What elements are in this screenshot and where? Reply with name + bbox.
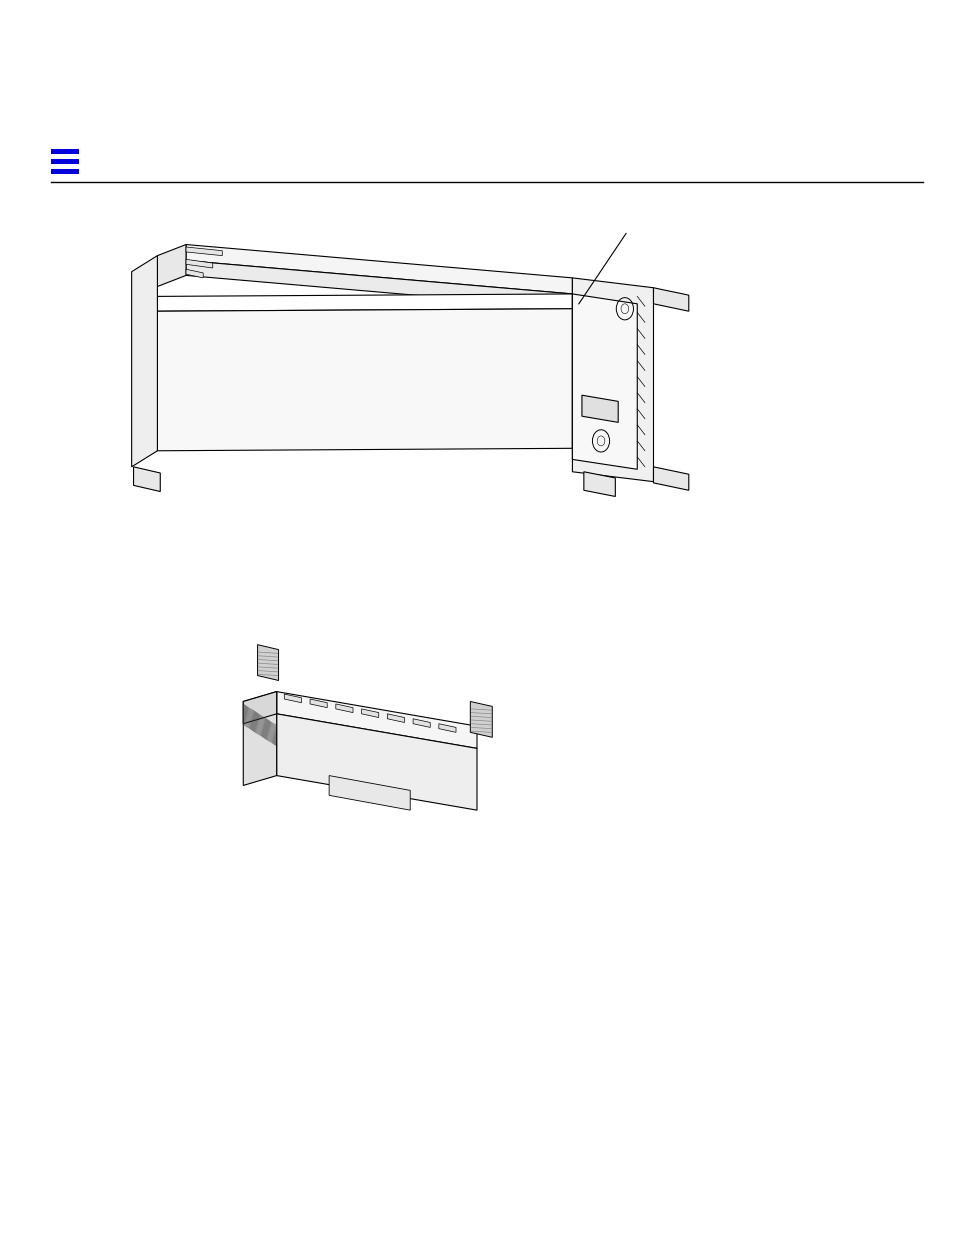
Polygon shape bbox=[243, 692, 276, 724]
Polygon shape bbox=[257, 645, 278, 680]
Polygon shape bbox=[572, 294, 637, 469]
Polygon shape bbox=[276, 692, 476, 748]
Polygon shape bbox=[572, 278, 653, 482]
FancyBboxPatch shape bbox=[51, 169, 79, 174]
Polygon shape bbox=[276, 714, 476, 810]
Polygon shape bbox=[157, 309, 572, 451]
Polygon shape bbox=[132, 256, 157, 467]
Polygon shape bbox=[583, 472, 615, 496]
Polygon shape bbox=[653, 467, 688, 490]
Polygon shape bbox=[186, 261, 572, 309]
Polygon shape bbox=[157, 245, 186, 287]
Polygon shape bbox=[581, 395, 618, 422]
Polygon shape bbox=[470, 701, 492, 737]
Polygon shape bbox=[361, 709, 378, 718]
Polygon shape bbox=[413, 719, 430, 727]
Polygon shape bbox=[438, 724, 456, 732]
Polygon shape bbox=[157, 294, 572, 311]
Polygon shape bbox=[329, 776, 410, 810]
Polygon shape bbox=[186, 269, 203, 278]
FancyBboxPatch shape bbox=[51, 159, 79, 164]
Polygon shape bbox=[387, 714, 404, 722]
Polygon shape bbox=[310, 699, 327, 708]
Polygon shape bbox=[186, 259, 213, 268]
Polygon shape bbox=[335, 704, 353, 713]
Polygon shape bbox=[133, 467, 160, 492]
FancyBboxPatch shape bbox=[51, 149, 79, 154]
Polygon shape bbox=[186, 245, 572, 294]
Polygon shape bbox=[653, 288, 688, 311]
Polygon shape bbox=[284, 694, 301, 703]
Polygon shape bbox=[186, 247, 222, 256]
Polygon shape bbox=[243, 692, 276, 785]
